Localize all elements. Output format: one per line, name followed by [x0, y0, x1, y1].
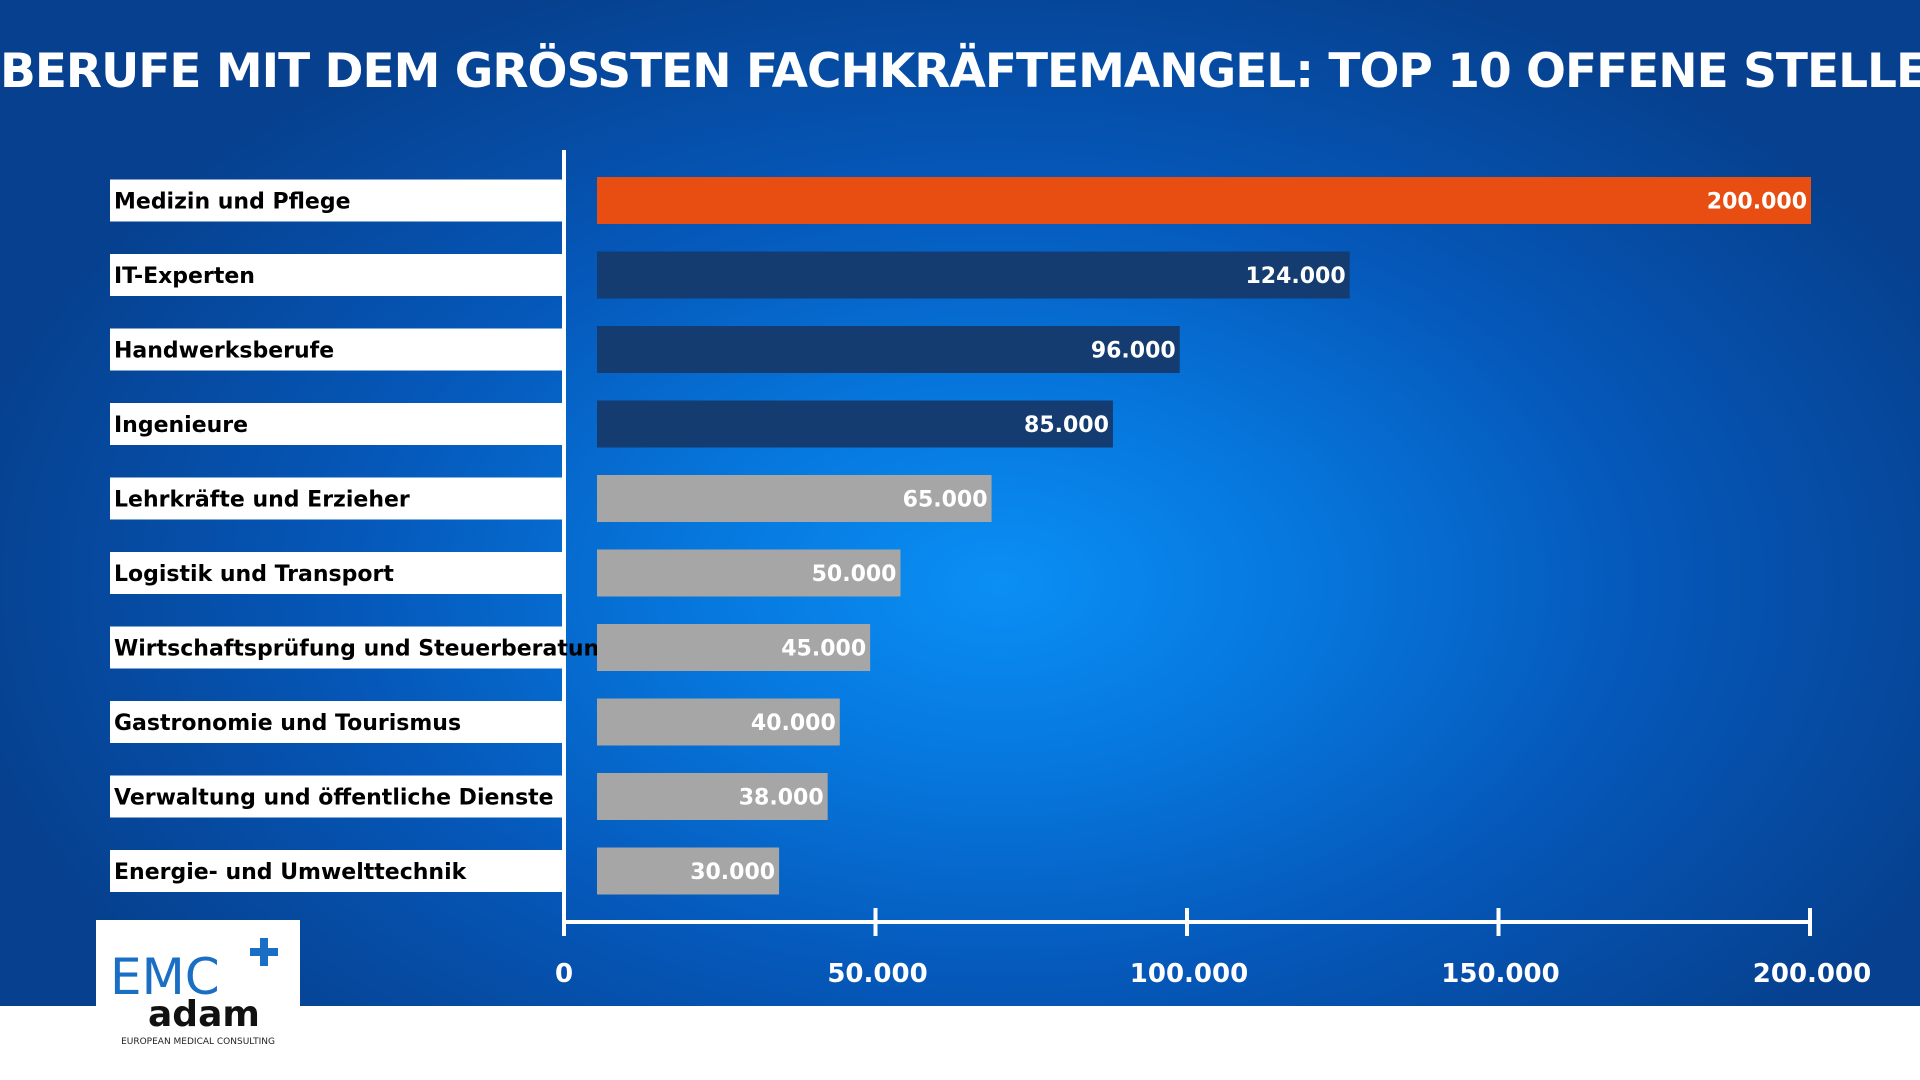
value-label: 200.000 — [1707, 190, 1807, 215]
bar — [597, 549, 901, 597]
chart-panel: BERUFE MIT DEM GRÖSSTEN FACHKRÄFTEMANGEL… — [0, 0, 1920, 1006]
category-label: IT-Experten — [114, 264, 255, 289]
logo-brand-bottom: adam — [148, 994, 260, 1035]
bar-chart: Medizin und Pflege 200.000 IT-Experten 124.… — [110, 177, 1871, 989]
logo-graphic: EMC adam EUROPEAN MEDICAL CONSULTING — [110, 938, 278, 1047]
plus-icon — [250, 938, 278, 966]
bar — [597, 847, 780, 895]
bar — [597, 251, 1350, 299]
bar — [597, 177, 1811, 224]
x-tick-label: 200.000 — [1753, 959, 1871, 989]
bar — [597, 326, 1180, 373]
value-label: 85.000 — [1024, 413, 1109, 438]
x-tick-label: 50.000 — [827, 959, 927, 989]
logo-brand-top: EMC — [110, 948, 220, 1006]
category-label-box — [110, 626, 562, 669]
value-label: 96.000 — [1091, 339, 1176, 364]
value-label: 30.000 — [690, 860, 775, 885]
category-label: Energie- und Umwelttechnik — [114, 860, 468, 885]
value-label: 40.000 — [751, 711, 836, 736]
chart-title: BERUFE MIT DEM GRÖSSTEN FACHKRÄFTEMANGEL… — [0, 44, 1920, 99]
bar — [597, 698, 840, 746]
x-tick-label: 0 — [555, 959, 573, 989]
bar — [597, 400, 1113, 448]
category-label-box — [110, 477, 562, 520]
value-label: 50.000 — [812, 562, 897, 587]
category-label-box — [110, 403, 562, 445]
category-label: Verwaltung und öffentliche Dienste — [114, 786, 554, 811]
category-label-box — [110, 701, 562, 743]
category-label: Wirtschaftsprüfung und Steuerberatung — [114, 637, 615, 662]
value-label: 45.000 — [781, 637, 866, 662]
category-label: Logistik und Transport — [114, 562, 394, 587]
category-label-box — [110, 775, 562, 818]
bar — [597, 475, 992, 522]
category-label: Ingenieure — [114, 413, 248, 438]
x-tick-label: 150.000 — [1441, 959, 1559, 989]
logo-tagline: EUROPEAN MEDICAL CONSULTING — [121, 1037, 275, 1047]
bar — [597, 773, 828, 820]
category-label: Gastronomie und Tourismus — [114, 711, 461, 736]
category-label-box — [110, 179, 562, 222]
category-label-box — [110, 328, 562, 371]
category-label-box — [110, 850, 562, 892]
value-label: 38.000 — [739, 786, 824, 811]
category-label-box — [110, 254, 562, 296]
category-label: Lehrkräfte und Erzieher — [114, 488, 410, 513]
value-label: 124.000 — [1245, 264, 1345, 289]
emc-adam-logo: EMC adam EUROPEAN MEDICAL CONSULTING — [96, 920, 300, 1050]
category-label: Handwerksberufe — [114, 339, 334, 364]
bar — [597, 624, 871, 671]
value-label: 65.000 — [903, 488, 988, 513]
category-label-box — [110, 552, 562, 594]
category-label: Medizin und Pflege — [114, 190, 351, 215]
x-tick-label: 100.000 — [1130, 959, 1248, 989]
